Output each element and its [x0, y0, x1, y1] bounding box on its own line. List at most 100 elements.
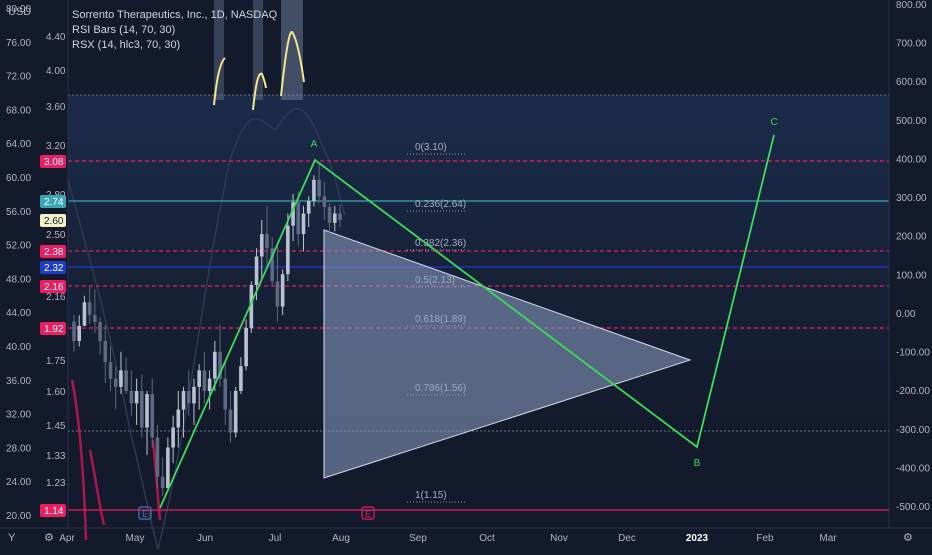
- left-axis[interactable]: 80.00 76.00 72.00 68.00 64.00 60.00 56.00 52.00…: [6, 4, 31, 522]
- triangle-drawing[interactable]: [323, 229, 692, 479]
- candle-body: [93, 315, 97, 322]
- candle-body: [275, 281, 280, 307]
- event-marker-label: E: [142, 509, 148, 519]
- right-axis-tick: 700.00: [896, 39, 927, 50]
- candle-body: [160, 476, 165, 488]
- candle-body: [192, 386, 196, 404]
- candle-body: [202, 370, 207, 391]
- right-axis-tick: -500.00: [896, 502, 930, 513]
- price-tick: 2.50: [46, 230, 66, 241]
- candle-body: [119, 370, 123, 387]
- rsx-background-line: [67, 179, 159, 550]
- right-axis-tick: 800.00: [896, 0, 927, 11]
- fib-level-label: 0.236(2.64): [415, 199, 466, 210]
- price-tick: 3.20: [46, 141, 66, 152]
- price-tick: 1.45: [46, 421, 66, 432]
- gear-icon[interactable]: ⚙: [903, 532, 913, 544]
- left-axis-tick: 56.00: [6, 207, 31, 218]
- abc-pattern-line[interactable]: [159, 134, 775, 509]
- candle-body: [213, 351, 217, 379]
- candle-body: [228, 409, 233, 433]
- price-badge: [40, 245, 66, 258]
- price-tick: 2.16: [46, 292, 66, 303]
- left-axis-tick: 80.00: [6, 4, 31, 15]
- price-badge-label: 3.08: [44, 157, 64, 168]
- fib-level-label: 1(1.15): [415, 490, 447, 501]
- price-badge: [40, 214, 66, 227]
- candle-body: [270, 248, 274, 282]
- time-tick: Jul: [269, 533, 282, 544]
- time-tick: Sep: [409, 533, 427, 544]
- settings-icon[interactable]: ⚙: [44, 532, 54, 544]
- candle-body: [286, 225, 290, 275]
- candle-body: [207, 378, 212, 391]
- price-badge-label: 2.60: [44, 216, 64, 227]
- candle-body: [171, 427, 175, 448]
- price-badge-label: 1.92: [44, 324, 64, 335]
- rsx-segment: [280, 30, 305, 97]
- candle-body: [129, 391, 134, 404]
- candle-body: [197, 370, 201, 387]
- price-badge-label: 2.74: [44, 197, 64, 208]
- candle-body: [87, 302, 92, 316]
- left-axis-tick: 76.00: [6, 38, 31, 49]
- left-axis-tick: 68.00: [6, 105, 31, 116]
- left-axis-tick: 40.00: [6, 342, 31, 353]
- left-axis-tick: 36.00: [6, 376, 31, 387]
- event-marker[interactable]: [138, 506, 152, 520]
- time-tick: Jun: [197, 533, 213, 544]
- time-tick: Aug: [332, 533, 350, 544]
- legend-symbol-title[interactable]: Sorrento Therapeutics, Inc., 1D, NASDAQ: [72, 9, 278, 21]
- candle-body: [155, 437, 160, 477]
- candle-body: [82, 302, 87, 326]
- right-axis-tick: 0.00: [896, 309, 916, 320]
- legend-rsi-bars[interactable]: RSI Bars (14, 70, 30): [72, 24, 176, 36]
- candle-body: [280, 274, 285, 307]
- candle-body: [301, 213, 306, 235]
- price-badge: [40, 280, 66, 293]
- event-marker[interactable]: [361, 506, 375, 520]
- y-axis-toggle[interactable]: Y: [8, 532, 16, 544]
- time-tick: Dec: [618, 533, 636, 544]
- right-axis-tick: -100.00: [896, 348, 930, 359]
- left-axis-tick: 32.00: [6, 410, 31, 421]
- candle-body: [72, 321, 76, 341]
- time-tick: May: [126, 533, 145, 544]
- right-axis[interactable]: 800.00 700.00 600.00 500.00 400.00 300.00 200.…: [896, 0, 930, 513]
- legend-rsx[interactable]: RSX (14, hlc3, 70, 30): [72, 39, 181, 51]
- candle-body: [218, 351, 222, 379]
- candle-body: [145, 394, 149, 428]
- pattern-point-label: C: [770, 117, 777, 128]
- rsx-background-line-2: [157, 107, 346, 550]
- price-badge-label: 2.38: [44, 247, 64, 258]
- time-tick: Mar: [819, 533, 837, 544]
- candle-body: [338, 213, 342, 220]
- pattern-point-label: A: [311, 139, 318, 150]
- price-tick: 3.60: [46, 102, 66, 113]
- candle-body: [134, 391, 139, 404]
- left-axis-tick: 44.00: [6, 308, 31, 319]
- price-tick: 1.75: [46, 356, 66, 367]
- candle-body: [140, 391, 144, 428]
- abc-pattern[interactable]: [159, 134, 775, 509]
- time-tick: Apr: [59, 533, 75, 544]
- candle-body: [124, 370, 128, 391]
- price-badge: [40, 195, 66, 208]
- time-axis[interactable]: Apr May Jun Jul Aug Sep Oct Nov Dec 2023 Feb Mar: [59, 533, 837, 544]
- time-tick: Feb: [756, 533, 774, 544]
- currency-label: USD: [8, 6, 32, 18]
- candle-body: [254, 256, 259, 285]
- candle-body: [113, 378, 118, 387]
- price-badge-label: 2.32: [44, 263, 64, 274]
- rsx-segment: [252, 72, 267, 111]
- time-tick: Oct: [479, 533, 495, 544]
- left-axis-tick: 20.00: [6, 511, 31, 522]
- candle-body: [176, 409, 181, 428]
- price-tick: 1.60: [46, 387, 66, 398]
- price-tick: 1.33: [46, 451, 66, 462]
- candle-body: [291, 202, 295, 226]
- candle-body: [322, 196, 327, 207]
